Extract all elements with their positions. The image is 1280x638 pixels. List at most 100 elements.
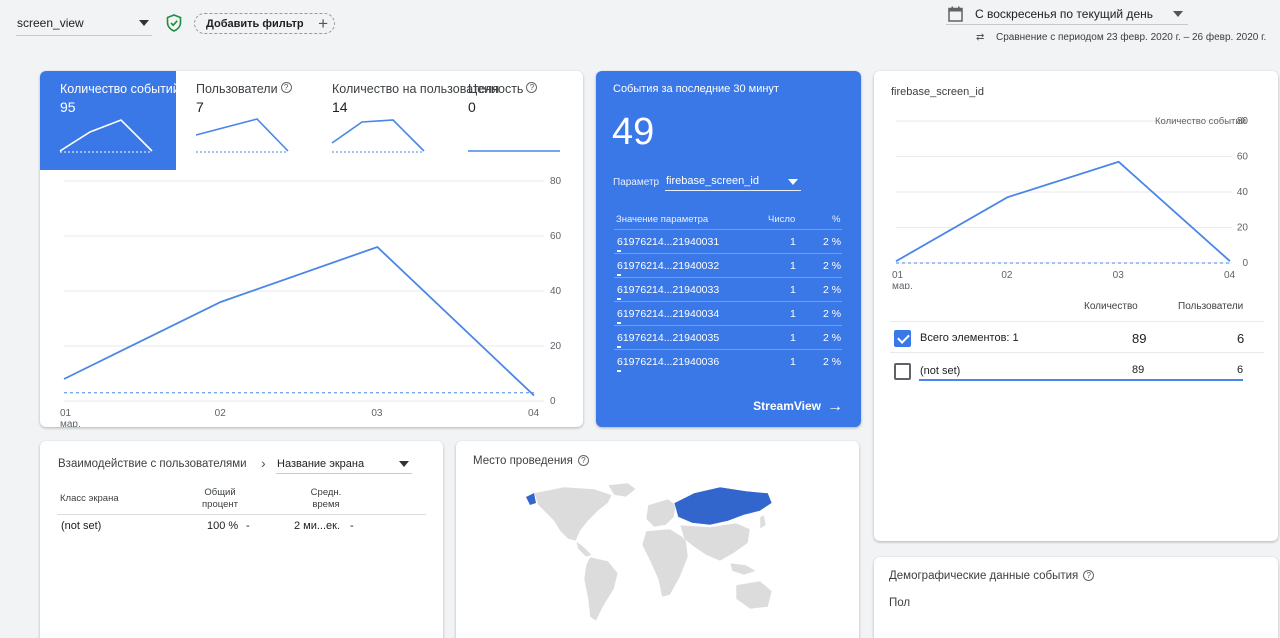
map-region-japan[interactable] (759, 514, 767, 530)
row-dash: - (246, 520, 250, 532)
tab-value-metric[interactable]: Ценность? 0 (448, 71, 583, 170)
row-screen-class: (not set) (61, 520, 102, 532)
param-select[interactable]: firebase_screen_id (665, 171, 801, 191)
plus-icon: + (318, 14, 328, 33)
add-filter-label: Добавить фильтр (206, 18, 304, 30)
tab-event-count[interactable]: Количество событий 95 (40, 71, 180, 170)
row-percent: 2 % (823, 236, 842, 248)
demographics-card: Демографические данные события? Пол (874, 557, 1278, 638)
row-percent: 2 % (823, 356, 842, 368)
col-total-line2: процент (202, 499, 238, 510)
table-row[interactable]: 61976214...21940031 1 2 % (614, 229, 842, 253)
map-region-south-america[interactable] (583, 556, 619, 622)
shield-check-icon[interactable] (166, 14, 182, 32)
row-count: 1 (790, 308, 796, 320)
x-tick-label: 02 (1001, 270, 1013, 281)
table-row[interactable]: 61976214...21940034 1 2 % (614, 301, 842, 325)
table-row[interactable]: 61976214...21940033 1 2 % (614, 277, 842, 301)
caret-down-icon (1173, 11, 1183, 17)
tab-users[interactable]: Пользователи? 7 (176, 71, 312, 170)
col-avg-line2: время (312, 499, 340, 510)
event-select-value: screen_view (17, 16, 84, 30)
streamview-label: StreamView (753, 399, 821, 413)
y-tick-label: 60 (550, 231, 562, 242)
caret-down-icon (139, 20, 149, 26)
row-value: 61976214...21940035 (617, 332, 720, 344)
checkbox-unchecked[interactable] (894, 363, 911, 380)
map-region-australia[interactable] (735, 580, 773, 610)
y-tick-label: 40 (1237, 187, 1249, 198)
demographics-title-text: Демографические данные события (889, 570, 1079, 582)
world-map[interactable] (524, 481, 796, 638)
tab-label: Пользователи? (196, 82, 292, 96)
table-row[interactable]: 61976214...21940035 1 2 % (614, 325, 842, 349)
demographics-title: Демографические данные события? (889, 570, 1095, 582)
location-title: Место проведения? (473, 455, 589, 467)
tab-value: 14 (332, 99, 348, 115)
col-param-value: Значение параметра (616, 214, 709, 225)
row-label: (not set) (920, 365, 961, 377)
help-icon[interactable]: ? (280, 82, 292, 93)
dimension-select[interactable]: Название экрана (276, 454, 412, 474)
x-tick-label: 03 (371, 408, 383, 419)
map-region-alaska[interactable] (526, 493, 536, 505)
row-percent: 2 % (823, 308, 842, 320)
row-count: 1 (790, 260, 796, 272)
col-users: Пользователи (1178, 301, 1244, 312)
map-region-southeast-asia[interactable] (729, 562, 757, 576)
dimension-select-value: Название экрана (277, 458, 365, 470)
param-label: Параметр (613, 177, 660, 188)
x-tick-label: 03 (1113, 270, 1125, 281)
add-filter-button[interactable]: Добавить фильтр + (194, 13, 335, 34)
row-count: 1 (790, 236, 796, 248)
table-row[interactable]: 61976214...21940036 1 2 % (614, 349, 842, 373)
compare-period: ⇄ Сравнение с периодом 23 февр. 2020 г. –… (976, 32, 1266, 43)
table-row[interactable]: (not set) 89 6 (890, 355, 1264, 387)
table-row-total[interactable]: Всего элементов: 1 89 6 (890, 321, 1264, 353)
y-tick-label: 40 (550, 286, 562, 297)
help-icon[interactable]: ? (577, 455, 589, 466)
event-select[interactable]: screen_view (16, 12, 152, 36)
tab-label-text: Пользователи (196, 82, 278, 96)
table-row[interactable]: 61976214...21940032 1 2 % (614, 253, 842, 277)
realtime-table: 61976214...21940031 1 2 % 61976214...219… (614, 229, 842, 373)
map-region-greenland[interactable] (607, 482, 637, 498)
x-month-label: мар. (60, 419, 81, 427)
help-icon[interactable]: ? (526, 82, 538, 93)
y-tick-label: 0 (550, 396, 556, 407)
help-icon[interactable]: ? (1083, 570, 1095, 581)
sparkline-users (195, 118, 289, 153)
col-percent: % (832, 214, 841, 225)
series-line (895, 160, 1231, 263)
row-count: 89 (1132, 364, 1145, 376)
y-tick-label: 0 (1242, 258, 1248, 269)
y-tick-label: 20 (1237, 223, 1249, 234)
date-range-select[interactable]: С воскресенья по текущий день (946, 5, 1188, 25)
tab-label: Количество событий (60, 82, 180, 96)
col-total-line1: Общий (204, 487, 236, 498)
tab-label: Ценность? (468, 82, 538, 96)
row-percent: 2 % (823, 332, 842, 344)
row-users: 6 (1237, 331, 1245, 346)
screen-card-title: firebase_screen_id (891, 86, 984, 98)
map-region-north-america[interactable] (533, 486, 613, 542)
streamview-link[interactable]: StreamView → (753, 398, 843, 416)
row-bar (919, 379, 1243, 381)
location-title-text: Место проведения (473, 455, 573, 467)
map-region-central-america[interactable] (575, 540, 593, 558)
checkbox-checked[interactable] (894, 330, 911, 347)
map-region-asia[interactable] (679, 522, 751, 562)
row-users: 6 (1237, 364, 1244, 376)
top-toolbar: screen_view Добавить фильтр + С воскресе… (0, 0, 1280, 60)
row-count: 1 (790, 356, 796, 368)
row-value: 61976214...21940036 (617, 356, 720, 368)
map-region-africa[interactable] (641, 528, 689, 598)
map-region-russia[interactable] (673, 486, 773, 526)
series-line (63, 245, 535, 397)
caret-down-icon (399, 461, 409, 467)
row-value: 61976214...21940033 (617, 284, 720, 296)
x-month-label: мар. (892, 281, 913, 289)
tab-label-text: Ценность (468, 82, 524, 96)
map-region-europe[interactable] (645, 498, 677, 528)
tab-per-user[interactable]: Количество на пользователя 14 (312, 71, 499, 170)
